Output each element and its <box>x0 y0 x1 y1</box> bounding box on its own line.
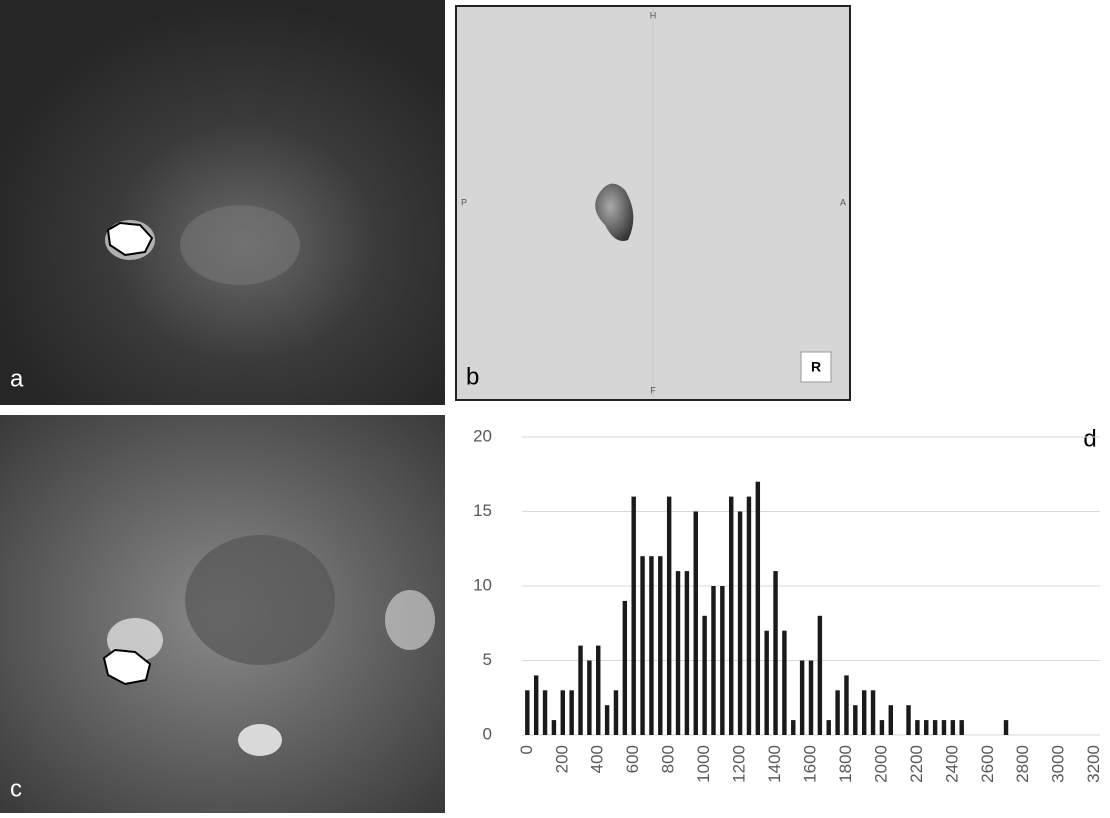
bar <box>623 601 627 735</box>
panel-b: H P A F R b <box>456 6 850 400</box>
bar <box>800 661 804 736</box>
bar <box>676 571 680 735</box>
orientation-marker: H <box>650 10 657 20</box>
x-tick-label: 3200 <box>1084 745 1103 783</box>
bar <box>1004 720 1008 735</box>
bar <box>534 675 538 735</box>
bar <box>543 690 547 735</box>
bar <box>773 571 777 735</box>
bar <box>596 646 600 735</box>
bar <box>552 720 556 735</box>
x-tick-label: 3000 <box>1049 745 1068 783</box>
bar <box>791 720 795 735</box>
bar <box>587 661 591 736</box>
x-tick-label: 1400 <box>765 745 784 783</box>
bar <box>951 720 955 735</box>
panel-label: c <box>10 775 22 802</box>
x-tick-label: 2800 <box>1013 745 1032 783</box>
bar <box>685 571 689 735</box>
panel-c: c <box>0 415 445 813</box>
bar <box>764 631 768 735</box>
x-tick-label: 1200 <box>730 745 749 783</box>
bar <box>889 705 893 735</box>
bar <box>658 556 662 735</box>
bar <box>809 661 813 736</box>
bar <box>605 705 609 735</box>
bar <box>756 482 760 735</box>
x-tick-label: 2400 <box>942 745 961 783</box>
y-tick-label: 10 <box>473 575 492 594</box>
x-tick-label: 400 <box>588 745 607 773</box>
x-tick-label: 1000 <box>694 745 713 783</box>
bar <box>738 512 742 736</box>
panel-label: d <box>1083 425 1096 452</box>
bar <box>640 556 644 735</box>
x-tick-label: 0 <box>517 745 536 754</box>
y-tick-label: 5 <box>483 650 492 669</box>
bar <box>578 646 582 735</box>
bar <box>729 497 733 735</box>
bar <box>835 690 839 735</box>
bar <box>614 690 618 735</box>
orientation-marker: A <box>840 197 846 207</box>
bar <box>711 586 715 735</box>
x-tick-label: 2600 <box>978 745 997 783</box>
bar <box>525 690 529 735</box>
bar <box>720 586 724 735</box>
bar <box>942 720 946 735</box>
y-tick-label: 0 <box>483 724 492 743</box>
bar <box>906 705 910 735</box>
bar <box>862 690 866 735</box>
panel-label: a <box>10 365 24 392</box>
orientation-marker: P <box>461 197 467 207</box>
bar <box>569 690 573 735</box>
x-tick-label: 2200 <box>907 745 926 783</box>
bar <box>844 675 848 735</box>
y-tick-label: 15 <box>473 501 492 520</box>
orientation-marker: F <box>650 385 656 395</box>
bar <box>871 690 875 735</box>
orientation-marker: R <box>811 359 821 375</box>
bar <box>694 512 698 736</box>
bar <box>782 631 786 735</box>
x-tick-label: 600 <box>623 745 642 773</box>
x-tick-label: 1800 <box>836 745 855 783</box>
bar <box>631 497 635 735</box>
bar <box>924 720 928 735</box>
x-tick-label: 800 <box>659 745 678 773</box>
x-tick-label: 1600 <box>800 745 819 783</box>
figure: a H P A F R b c d 0510152002004006008001… <box>0 0 1110 813</box>
bar <box>747 497 751 735</box>
bar <box>915 720 919 735</box>
bar <box>959 720 963 735</box>
bar <box>880 720 884 735</box>
bar <box>933 720 937 735</box>
panel-a: a <box>0 0 445 405</box>
bar <box>561 690 565 735</box>
bar <box>702 616 706 735</box>
y-tick-label: 20 <box>473 426 492 445</box>
bar <box>827 720 831 735</box>
bar <box>853 705 857 735</box>
panel-label: b <box>466 363 479 390</box>
bar <box>818 616 822 735</box>
x-tick-label: 2000 <box>871 745 890 783</box>
bar <box>667 497 671 735</box>
x-tick-label: 200 <box>552 745 571 773</box>
bar <box>649 556 653 735</box>
